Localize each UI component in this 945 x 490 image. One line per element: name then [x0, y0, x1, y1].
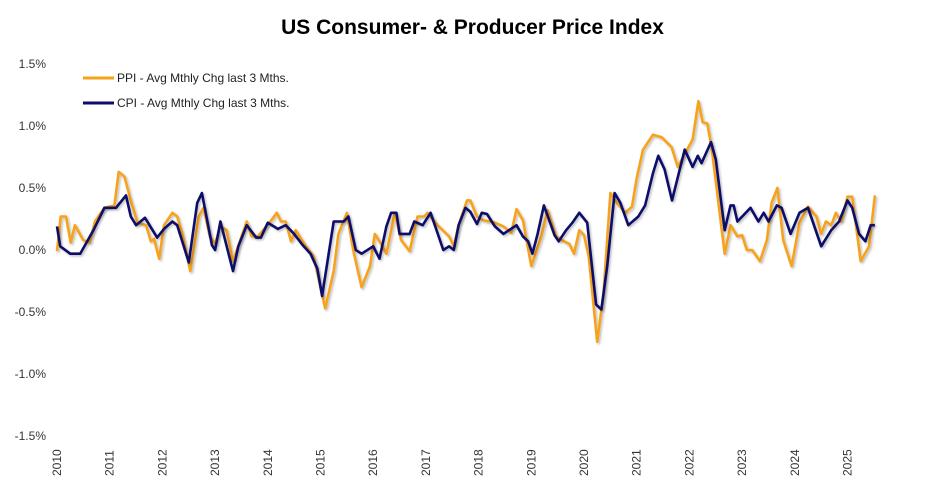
x-tick-label: 2018 — [472, 449, 486, 476]
legend-label: PPI - Avg Mthly Chg last 3 Mths. — [117, 71, 289, 85]
cpi-series-line — [55, 140, 875, 311]
x-tick-label: 2013 — [208, 449, 222, 476]
ppi-series-line — [55, 99, 877, 344]
legend: PPI - Avg Mthly Chg last 3 Mths. CPI - Av… — [83, 71, 290, 110]
x-tick-label: 2020 — [577, 449, 591, 476]
y-tick-label: -0.5% — [15, 305, 47, 319]
x-tick-label: 2015 — [314, 449, 328, 476]
legend-label: CPI - Avg Mthly Chg last 3 Mths. — [117, 96, 290, 110]
y-tick-label: 1.5% — [19, 57, 47, 71]
x-tick-label: 2011 — [103, 450, 117, 476]
x-tick-label: 2019 — [524, 449, 538, 476]
x-tick-label: 2024 — [788, 449, 802, 476]
y-tick-label: 0.5% — [19, 181, 47, 195]
x-tick-label: 2017 — [419, 449, 433, 476]
x-tick-label: 2012 — [155, 449, 169, 476]
x-tick-label: 2025 — [841, 449, 855, 476]
y-tick-label: -1.5% — [15, 429, 47, 443]
x-tick-label: 2014 — [261, 449, 275, 476]
y-tick-label: 0.0% — [19, 243, 47, 257]
x-tick-label: 2010 — [50, 449, 64, 476]
y-tick-label: -1.0% — [15, 367, 47, 381]
y-tick-label: 1.0% — [19, 119, 47, 133]
x-tick-label: 2023 — [735, 449, 749, 476]
chart-title: US Consumer- & Producer Price Index — [281, 16, 664, 39]
x-tick-label: 2016 — [366, 449, 380, 476]
x-tick-label: 2021 — [630, 449, 644, 476]
x-tick-label: 2022 — [682, 449, 696, 476]
